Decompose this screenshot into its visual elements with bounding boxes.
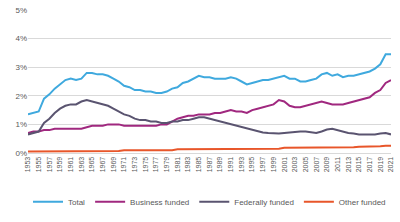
svg-text:1975: 1975 [142, 157, 149, 173]
svg-text:1995: 1995 [248, 157, 255, 173]
svg-text:1%: 1% [15, 120, 27, 129]
svg-text:1985: 1985 [195, 157, 202, 173]
svg-text:0%: 0% [15, 149, 27, 158]
svg-text:Business funded: Business funded [130, 198, 189, 207]
svg-text:1997: 1997 [259, 157, 266, 173]
svg-text:1953: 1953 [24, 157, 31, 173]
svg-text:1955: 1955 [35, 157, 42, 173]
svg-text:1979: 1979 [163, 157, 170, 173]
svg-text:2011: 2011 [334, 157, 341, 172]
svg-text:2%: 2% [15, 92, 27, 101]
svg-text:1991: 1991 [227, 157, 234, 173]
svg-text:2021: 2021 [387, 157, 394, 173]
svg-text:2001: 2001 [281, 157, 288, 173]
svg-text:2017: 2017 [366, 157, 373, 173]
svg-text:5%: 5% [15, 6, 27, 15]
svg-text:3%: 3% [15, 63, 27, 72]
svg-text:1957: 1957 [46, 157, 53, 173]
svg-text:1977: 1977 [152, 157, 159, 173]
svg-text:1959: 1959 [56, 157, 63, 173]
svg-text:1961: 1961 [67, 157, 74, 173]
svg-text:1999: 1999 [270, 157, 277, 173]
svg-text:Total: Total [68, 198, 85, 207]
svg-text:2007: 2007 [313, 157, 320, 173]
svg-text:Other funded: Other funded [339, 198, 386, 207]
svg-text:2005: 2005 [302, 157, 309, 173]
svg-text:1983: 1983 [184, 157, 191, 173]
svg-text:1981: 1981 [174, 157, 181, 173]
svg-text:Federally funded: Federally funded [234, 198, 294, 207]
svg-text:1993: 1993 [238, 157, 245, 173]
svg-text:2019: 2019 [377, 157, 384, 173]
svg-text:1969: 1969 [110, 157, 117, 173]
svg-text:2009: 2009 [323, 157, 330, 173]
svg-text:4%: 4% [15, 34, 27, 43]
svg-text:1989: 1989 [216, 157, 223, 173]
svg-text:1971: 1971 [120, 157, 127, 173]
svg-text:2003: 2003 [291, 157, 298, 173]
svg-text:1963: 1963 [78, 157, 85, 173]
svg-text:1973: 1973 [131, 157, 138, 173]
svg-text:1965: 1965 [88, 157, 95, 173]
svg-text:2013: 2013 [345, 157, 352, 173]
svg-text:1987: 1987 [206, 157, 213, 173]
svg-text:1967: 1967 [99, 157, 106, 173]
svg-text:2015: 2015 [355, 157, 362, 173]
